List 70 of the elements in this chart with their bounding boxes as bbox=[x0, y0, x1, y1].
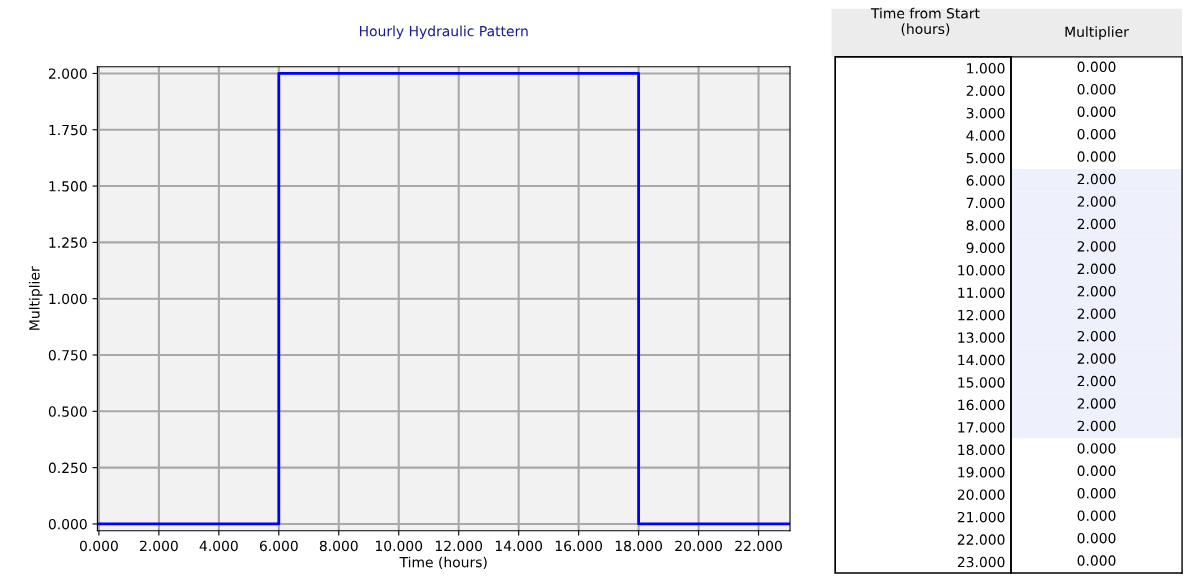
x-axis-title: Time (hours) bbox=[399, 556, 487, 570]
y-tick-label: 2.000 bbox=[48, 68, 87, 79]
data-label: 2.000 bbox=[1077, 196, 1116, 207]
data-label: 2.000 bbox=[1077, 263, 1116, 275]
x-tick-label: 18.000 bbox=[615, 540, 662, 552]
data-label: 0.000 bbox=[1077, 465, 1116, 477]
x-tick-label: 20.000 bbox=[675, 540, 722, 552]
y-tick-label: 9.000 bbox=[966, 242, 1005, 254]
x-tick-label: 14.000 bbox=[495, 540, 543, 552]
data-label: 2.000 bbox=[1077, 353, 1116, 364]
data-label: 2.000 bbox=[1077, 398, 1116, 409]
y-tick-label: 2.000 bbox=[966, 85, 1005, 96]
y-tick-label: 18.000 bbox=[958, 444, 1005, 456]
y-tick-label: 15.000 bbox=[958, 377, 1005, 388]
y-tick-label: 0.500 bbox=[48, 406, 87, 417]
y-tick-label: 5.000 bbox=[966, 152, 1005, 164]
y-tick-label: 7.000 bbox=[966, 197, 1005, 209]
data-label: 2.000 bbox=[1077, 241, 1116, 252]
data-label: 0.000 bbox=[1077, 151, 1116, 162]
y-tick-label: 11.000 bbox=[958, 287, 1005, 298]
data-label: 0.000 bbox=[1077, 443, 1116, 454]
y-tick-label: 16.000 bbox=[958, 399, 1005, 411]
x-tick-label: 10.000 bbox=[375, 540, 423, 552]
data-label: 0.000 bbox=[1077, 61, 1116, 73]
y-tick-label: 19.000 bbox=[958, 467, 1005, 478]
y-tick-label: 12.000 bbox=[958, 309, 1005, 321]
data-label: 2.000 bbox=[1077, 308, 1116, 319]
y-tick-label: 21.000 bbox=[957, 511, 1005, 523]
data-label: 0.000 bbox=[1077, 555, 1116, 566]
y-tick-label: 1.250 bbox=[49, 237, 87, 248]
y-tick-label: 0.750 bbox=[48, 349, 87, 361]
x-tick-label: 16.000 bbox=[555, 540, 603, 552]
data-label: 0.000 bbox=[1077, 532, 1116, 544]
y-tick-label: 1.000 bbox=[967, 63, 1005, 74]
data-label: 2.000 bbox=[1077, 420, 1116, 432]
y-tick-label: 14.000 bbox=[958, 354, 1005, 366]
x-tick-label: 12.000 bbox=[435, 540, 483, 552]
data-label: 2.000 bbox=[1077, 173, 1116, 185]
y-tick-label: 1.750 bbox=[49, 124, 87, 136]
data-label: 2.000 bbox=[1077, 218, 1116, 230]
x-tick-label: 0.000 bbox=[79, 540, 118, 552]
data-label: 0.000 bbox=[1077, 488, 1116, 499]
y-tick-label: 20.000 bbox=[957, 489, 1005, 500]
y-tick-label: 23.000 bbox=[957, 556, 1005, 568]
y-axis-title: Multiplier bbox=[28, 266, 43, 330]
chart-title: Hourly Hydraulic Pattern bbox=[359, 25, 528, 40]
y-tick-label: 6.000 bbox=[966, 175, 1005, 186]
x-tick-label: 2.000 bbox=[140, 540, 178, 552]
y-tick-label: 0.250 bbox=[48, 462, 87, 474]
y-axis-title: Time from Start (hours) bbox=[870, 7, 980, 36]
y-tick-label: 3.000 bbox=[966, 107, 1005, 119]
y-tick-label: 8.000 bbox=[966, 220, 1005, 231]
x-tick-label: 6.000 bbox=[259, 540, 298, 552]
y-tick-label: 1.000 bbox=[49, 293, 87, 305]
data-label: 2.000 bbox=[1077, 286, 1116, 297]
y-tick-label: 4.000 bbox=[966, 130, 1005, 141]
data-label: 2.000 bbox=[1077, 375, 1116, 387]
data-label: 0.000 bbox=[1077, 128, 1116, 140]
y-tick-label: 10.000 bbox=[958, 265, 1005, 276]
y-tick-label: 1.500 bbox=[49, 181, 87, 192]
data-label: 2.000 bbox=[1077, 330, 1116, 342]
data-label: 0.000 bbox=[1077, 510, 1116, 521]
data-label: 0.000 bbox=[1077, 106, 1116, 117]
x-tick-label: 4.000 bbox=[199, 540, 238, 552]
y-tick-label: 13.000 bbox=[958, 332, 1005, 343]
y-tick-label: 17.000 bbox=[958, 422, 1005, 433]
data-label: 0.000 bbox=[1077, 84, 1116, 95]
x-tick-label: 8.000 bbox=[319, 540, 358, 552]
y-tick-label: 0.000 bbox=[48, 518, 87, 530]
x-tick-label: 22.000 bbox=[735, 540, 782, 552]
